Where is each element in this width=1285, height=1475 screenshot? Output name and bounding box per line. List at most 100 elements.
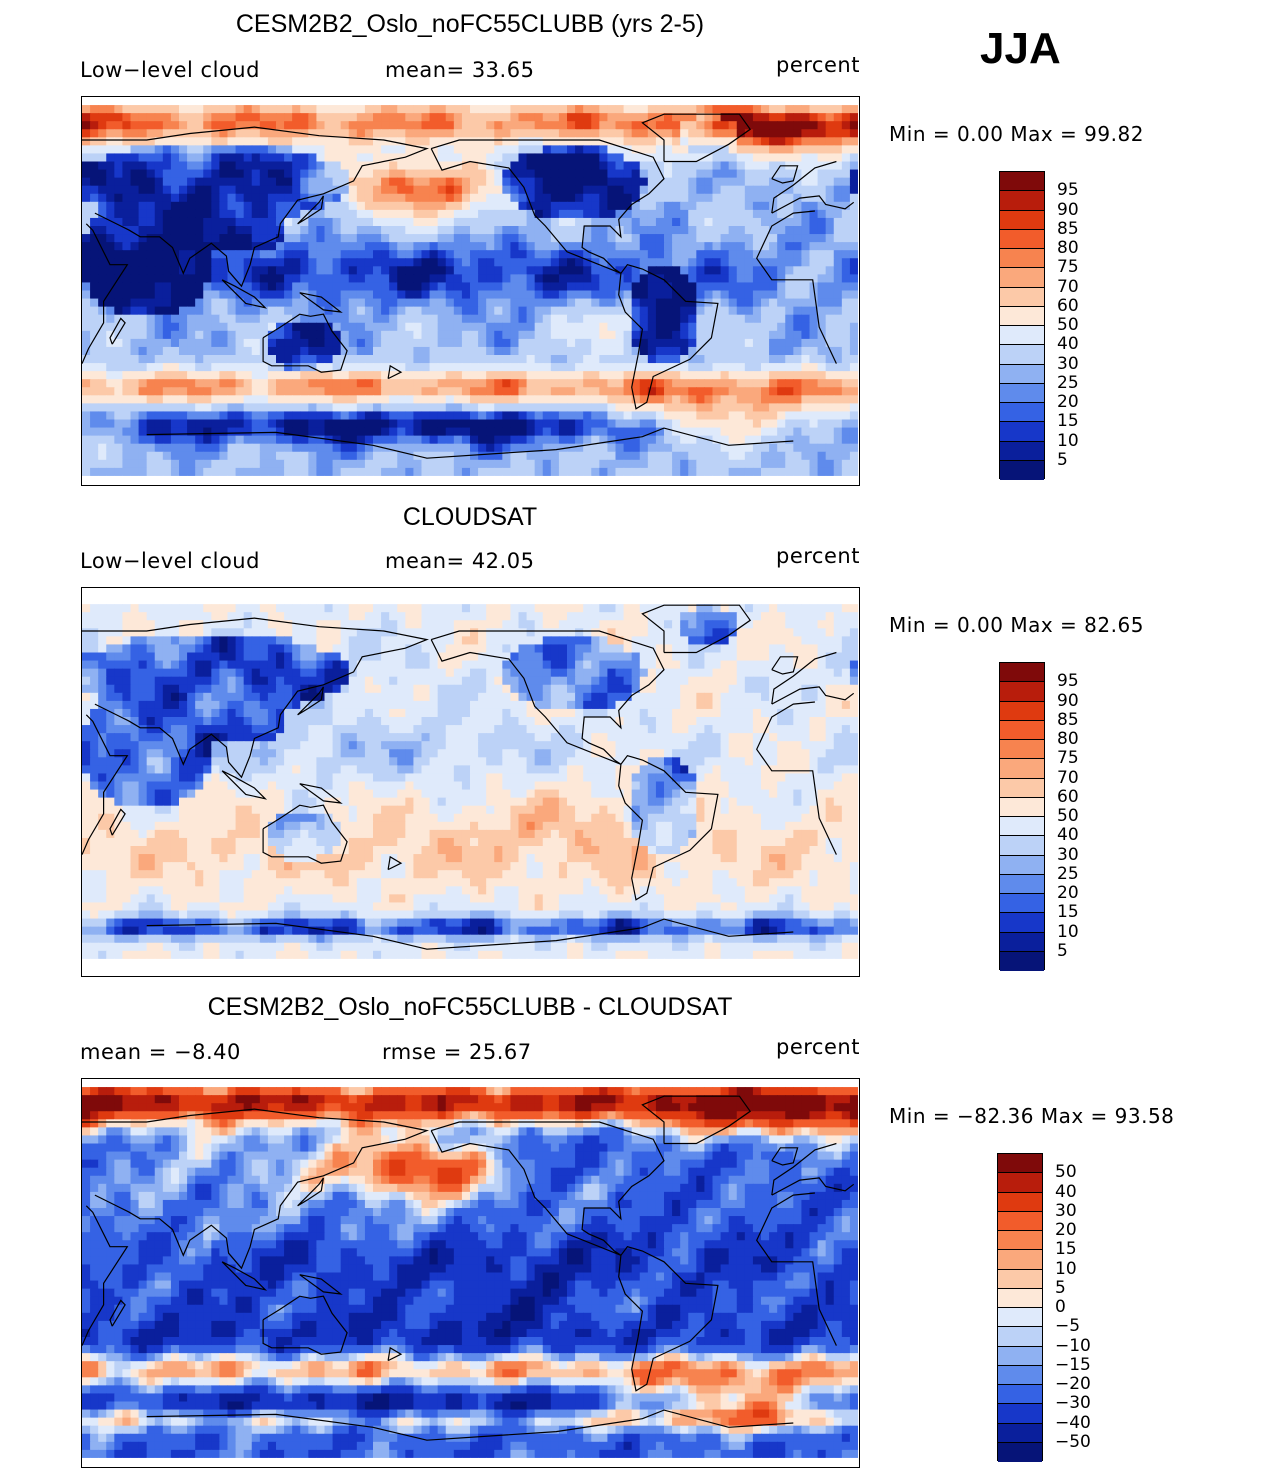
map-cell: [534, 258, 544, 267]
map-cell: [486, 137, 495, 146]
map-cell: [825, 113, 835, 122]
map-cell: [235, 137, 245, 146]
map-cell: [373, 266, 382, 275]
map-cell: [769, 379, 778, 388]
map-cell: [397, 427, 406, 437]
map-cell: [340, 161, 350, 171]
map-cell: [841, 193, 851, 203]
map-cell: [251, 338, 261, 348]
map-cell: [445, 411, 455, 421]
map-cell: [502, 266, 512, 275]
map-cell: [744, 419, 754, 429]
map-cell: [639, 290, 649, 300]
map-cell: [761, 467, 770, 477]
map-cell: [769, 121, 778, 130]
map-cell: [680, 250, 689, 259]
map-cell: [720, 338, 730, 348]
map-cell: [680, 217, 689, 227]
map-cell: [542, 274, 552, 284]
map-cell: [397, 475, 406, 484]
map-cell: [761, 209, 770, 219]
map-cell: [445, 266, 455, 275]
map-cell: [211, 209, 221, 219]
map-cell: [98, 266, 107, 275]
map-cell: [146, 371, 156, 380]
map-cell: [284, 588, 293, 597]
map-cell: [316, 314, 326, 324]
map-cell: [631, 97, 641, 106]
map-cell: [300, 604, 309, 613]
map-cell: [542, 419, 552, 429]
map-cell: [98, 209, 107, 219]
map-cell: [841, 322, 851, 332]
map-cell: [510, 226, 520, 235]
map-cell: [550, 604, 560, 613]
map-cell: [405, 266, 415, 275]
map-cell: [292, 97, 301, 106]
map-cell: [356, 250, 366, 259]
map-cell: [373, 121, 382, 130]
map-cell: [849, 97, 858, 106]
map-cell: [583, 419, 592, 429]
map-cell: [284, 298, 293, 308]
map-cell: [98, 596, 107, 605]
map-cell: [631, 290, 641, 300]
map-cell: [316, 250, 326, 259]
map-cell: [720, 411, 730, 421]
map-cell: [744, 217, 754, 227]
map-cell: [453, 226, 463, 235]
map-cell: [437, 97, 447, 106]
map-cell: [373, 282, 382, 292]
map-cell: [219, 137, 229, 146]
map-cell: [211, 355, 221, 364]
map-cell: [389, 234, 398, 243]
map-cell: [219, 105, 229, 114]
map-cell: [801, 604, 811, 613]
map-cell: [664, 217, 673, 227]
map-cell: [251, 419, 261, 429]
map-cell: [397, 596, 406, 605]
map-cell: [340, 355, 350, 364]
map-cell: [672, 363, 681, 372]
map-cell: [340, 346, 350, 356]
map-cell: [769, 427, 778, 437]
map-cell: [90, 604, 99, 613]
map-cell: [688, 363, 697, 372]
map-cell: [429, 371, 439, 380]
map-cell: [680, 177, 689, 187]
map-cell: [316, 266, 326, 275]
map-cell: [518, 612, 528, 621]
map-cell: [373, 427, 382, 437]
map-cell: [558, 330, 568, 340]
map-cell: [146, 379, 156, 388]
map-cell: [284, 403, 293, 413]
map-cell: [243, 379, 253, 388]
map-cell: [316, 137, 326, 146]
map-cell: [688, 161, 697, 171]
map-cell: [259, 193, 269, 203]
map-cell: [785, 226, 794, 235]
map-cell: [728, 242, 738, 251]
map-cell: [308, 274, 318, 284]
map-cell: [122, 459, 132, 469]
map-cell: [712, 266, 722, 275]
map-cell: [162, 451, 172, 461]
map-cell: [720, 201, 730, 211]
map-cell: [615, 403, 625, 413]
map-cell: [421, 105, 431, 114]
map-cell: [106, 596, 115, 605]
map-cell: [817, 467, 827, 477]
map-cell: [292, 395, 301, 404]
map-cell: [607, 282, 617, 292]
map-cell: [785, 234, 794, 243]
map-cell: [235, 226, 245, 235]
map-cell: [332, 145, 342, 155]
map-cell: [154, 105, 164, 114]
map-cell: [421, 338, 431, 348]
map-cell: [98, 274, 107, 284]
map-cell: [381, 161, 390, 171]
map-cell: [688, 411, 697, 421]
map-cell: [219, 290, 229, 300]
map-cell: [801, 169, 811, 179]
map-cell: [704, 338, 714, 348]
